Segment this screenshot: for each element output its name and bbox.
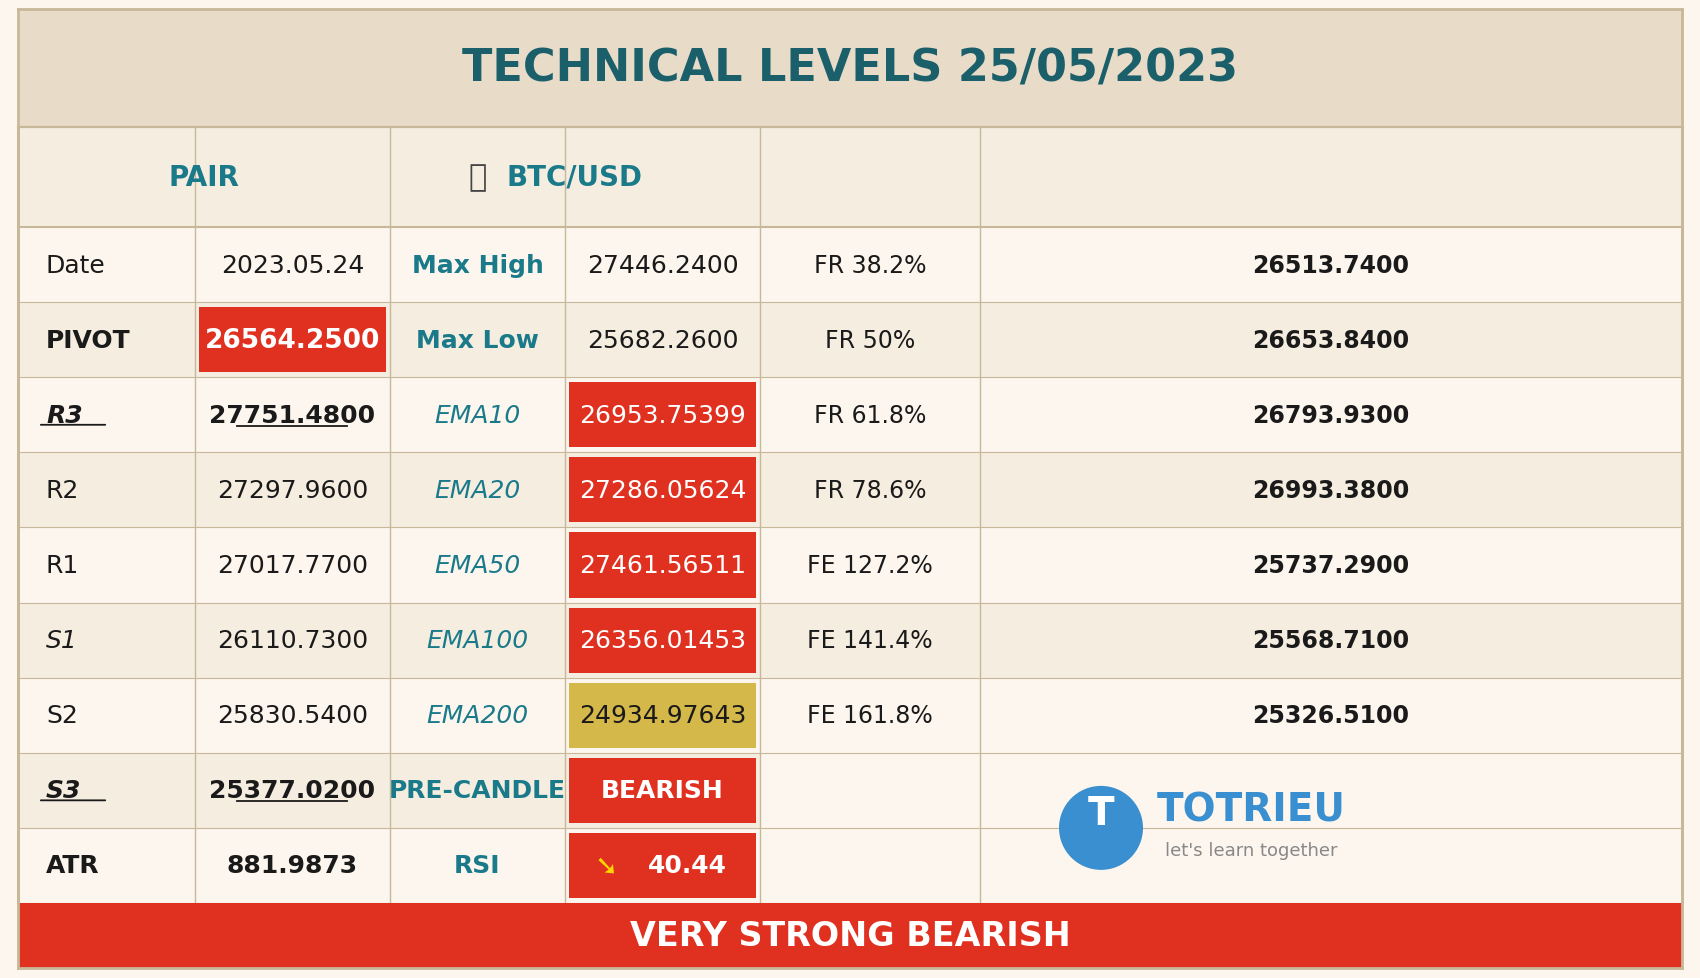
Bar xyxy=(19,903,1681,968)
Text: PRE-CANDLE: PRE-CANDLE xyxy=(389,778,566,803)
Text: S3: S3 xyxy=(46,778,82,803)
Text: 27286.05624: 27286.05624 xyxy=(578,478,746,503)
Text: EMA50: EMA50 xyxy=(435,554,520,577)
Bar xyxy=(570,533,756,598)
Text: 25377.0200: 25377.0200 xyxy=(209,778,376,803)
Bar xyxy=(760,753,1681,903)
Text: 25326.5100: 25326.5100 xyxy=(1253,703,1409,728)
Bar xyxy=(19,128,1681,228)
Text: 25737.2900: 25737.2900 xyxy=(1253,554,1409,577)
Bar xyxy=(19,303,1681,378)
Text: EMA200: EMA200 xyxy=(427,703,529,728)
Text: FE 127.2%: FE 127.2% xyxy=(808,554,933,577)
Text: FR 38.2%: FR 38.2% xyxy=(814,253,926,278)
Text: 26513.7400: 26513.7400 xyxy=(1253,253,1409,278)
Bar xyxy=(199,308,386,373)
Text: FR 50%: FR 50% xyxy=(824,329,915,352)
Text: 26993.3800: 26993.3800 xyxy=(1253,478,1409,503)
Text: R2: R2 xyxy=(46,478,80,503)
Bar xyxy=(19,528,1681,603)
Circle shape xyxy=(1059,786,1142,870)
Text: S1: S1 xyxy=(46,629,78,652)
Text: EMA10: EMA10 xyxy=(435,403,520,427)
Text: BEARISH: BEARISH xyxy=(602,778,724,803)
Bar xyxy=(19,753,1681,828)
Text: 26793.9300: 26793.9300 xyxy=(1253,403,1409,427)
Text: PIVOT: PIVOT xyxy=(46,329,131,352)
Text: 27446.2400: 27446.2400 xyxy=(586,253,738,278)
Text: BTC/USD: BTC/USD xyxy=(507,164,643,192)
Bar xyxy=(19,828,1681,903)
Text: 27297.9600: 27297.9600 xyxy=(218,478,369,503)
Bar xyxy=(570,458,756,523)
Bar xyxy=(19,453,1681,528)
Text: FR 61.8%: FR 61.8% xyxy=(814,403,926,427)
Text: Max High: Max High xyxy=(411,253,544,278)
Text: EMA20: EMA20 xyxy=(435,478,520,503)
Text: FE 141.4%: FE 141.4% xyxy=(808,629,933,652)
Text: ATR: ATR xyxy=(46,854,100,877)
Text: 🏛: 🏛 xyxy=(469,163,486,193)
Bar xyxy=(19,678,1681,753)
Bar xyxy=(570,683,756,748)
Bar xyxy=(570,382,756,448)
Bar xyxy=(19,10,1681,128)
Bar xyxy=(570,758,756,823)
Text: RSI: RSI xyxy=(454,854,502,877)
Text: TECHNICAL LEVELS 25/05/2023: TECHNICAL LEVELS 25/05/2023 xyxy=(462,48,1238,90)
Text: 40.44: 40.44 xyxy=(648,854,728,877)
Text: 25682.2600: 25682.2600 xyxy=(586,329,738,352)
Text: Max Low: Max Low xyxy=(416,329,539,352)
Text: TOTRIEU: TOTRIEU xyxy=(1156,791,1345,829)
Text: 24934.97643: 24934.97643 xyxy=(578,703,746,728)
Text: 27751.4800: 27751.4800 xyxy=(209,403,376,427)
Text: T: T xyxy=(1088,794,1114,832)
Text: 26356.01453: 26356.01453 xyxy=(580,629,746,652)
Text: 881.9873: 881.9873 xyxy=(226,854,359,877)
Bar xyxy=(570,833,756,898)
Text: ➘: ➘ xyxy=(595,852,619,879)
Text: R3: R3 xyxy=(46,403,83,427)
Text: EMA100: EMA100 xyxy=(427,629,529,652)
Text: R1: R1 xyxy=(46,554,80,577)
Bar xyxy=(570,608,756,673)
Text: 26953.75399: 26953.75399 xyxy=(580,403,746,427)
Bar xyxy=(19,228,1681,303)
Bar xyxy=(19,603,1681,678)
Bar xyxy=(19,378,1681,453)
Text: FE 161.8%: FE 161.8% xyxy=(808,703,933,728)
Text: S2: S2 xyxy=(46,703,78,728)
Text: 2023.05.24: 2023.05.24 xyxy=(221,253,364,278)
Text: FR 78.6%: FR 78.6% xyxy=(814,478,926,503)
Text: 26653.8400: 26653.8400 xyxy=(1253,329,1409,352)
Text: 26110.7300: 26110.7300 xyxy=(218,629,369,652)
Text: VERY STRONG BEARISH: VERY STRONG BEARISH xyxy=(629,919,1071,952)
Text: let's learn together: let's learn together xyxy=(1164,841,1338,859)
Text: 27017.7700: 27017.7700 xyxy=(218,554,367,577)
Text: 25568.7100: 25568.7100 xyxy=(1253,629,1409,652)
Text: Date: Date xyxy=(46,253,105,278)
Text: 25830.5400: 25830.5400 xyxy=(218,703,367,728)
Text: PAIR: PAIR xyxy=(168,164,240,192)
Text: 27461.56511: 27461.56511 xyxy=(580,554,746,577)
Text: 26564.2500: 26564.2500 xyxy=(204,328,381,353)
